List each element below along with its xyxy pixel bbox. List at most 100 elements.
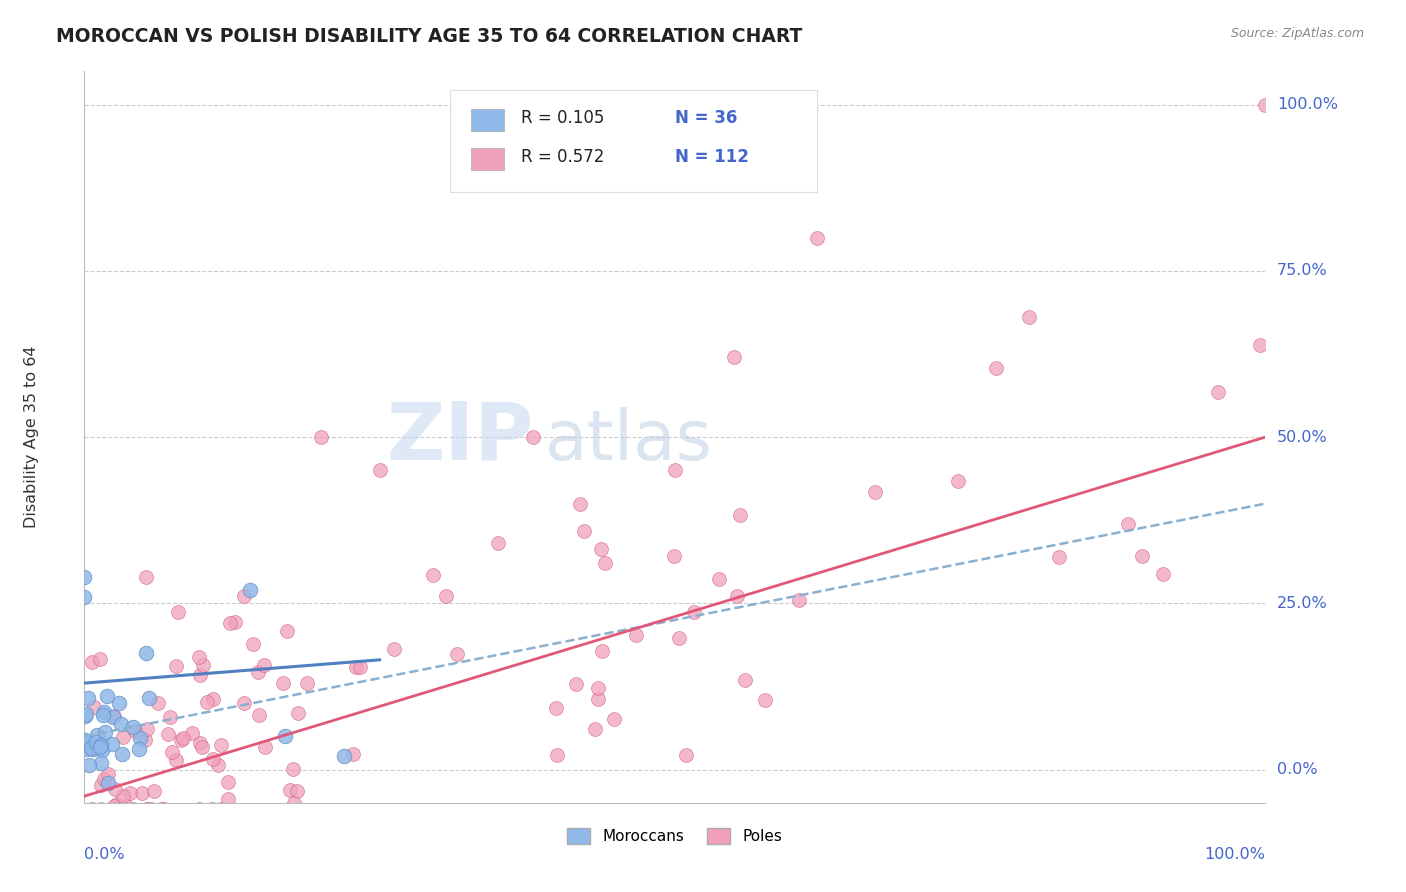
Point [283, 796, 305, 810]
Point [564, 677, 586, 691]
Text: 0.0%: 0.0% [84, 847, 125, 862]
Point [224, 615, 246, 629]
Point [1047, 549, 1070, 564]
Point [342, 747, 364, 762]
Point [152, 802, 174, 816]
Point [89, 652, 111, 666]
Point [156, 727, 179, 741]
Text: R = 0.572: R = 0.572 [522, 148, 605, 166]
Point [591, 644, 613, 658]
Point [1249, 338, 1271, 352]
Point [333, 749, 356, 764]
Point [112, 802, 135, 816]
Point [103, 708, 125, 723]
Point [603, 712, 626, 726]
Point [274, 729, 297, 743]
Point [728, 508, 751, 522]
Point [546, 747, 568, 762]
Point [725, 589, 748, 603]
Point [207, 758, 229, 772]
Text: 0.0%: 0.0% [1277, 762, 1317, 777]
Text: 100.0%: 100.0% [1205, 847, 1265, 862]
Point [285, 784, 308, 798]
Point [124, 724, 146, 739]
Point [75, 706, 97, 721]
Point [344, 660, 367, 674]
Point [103, 799, 125, 814]
Point [624, 628, 647, 642]
Point [83, 700, 105, 714]
Point [219, 615, 242, 630]
Point [80, 802, 103, 816]
Point [569, 497, 592, 511]
Point [188, 650, 211, 665]
Point [107, 696, 129, 710]
Point [1130, 549, 1153, 564]
Point [97, 767, 120, 781]
Point [75, 742, 97, 756]
Point [80, 655, 103, 669]
Point [675, 748, 697, 763]
Point [276, 624, 298, 639]
Text: 100.0%: 100.0% [1277, 97, 1339, 112]
Text: MOROCCAN VS POLISH DISABILITY AGE 35 TO 64 CORRELATION CHART: MOROCCAN VS POLISH DISABILITY AGE 35 TO … [56, 27, 803, 45]
Point [201, 802, 224, 816]
Point [572, 524, 595, 538]
Point [209, 802, 232, 816]
Point [591, 542, 613, 557]
Point [247, 707, 270, 722]
Point [588, 681, 610, 696]
Point [89, 739, 111, 754]
Point [165, 753, 187, 767]
Point [105, 797, 128, 811]
Point [121, 802, 143, 816]
Point [242, 637, 264, 651]
Point [138, 690, 160, 705]
Point [94, 725, 117, 739]
Point [191, 657, 214, 672]
Point [253, 740, 276, 755]
Point [172, 731, 194, 745]
Point [131, 786, 153, 800]
Point [146, 696, 169, 710]
Point [91, 707, 114, 722]
Point [128, 742, 150, 756]
Point [73, 570, 96, 584]
Point [89, 739, 111, 753]
Point [90, 778, 112, 792]
Point [806, 230, 828, 244]
Point [187, 802, 209, 816]
Point [754, 693, 776, 707]
Point [110, 717, 132, 731]
Point [75, 733, 97, 747]
Point [239, 582, 262, 597]
Point [188, 736, 211, 750]
Point [139, 802, 162, 816]
Point [682, 605, 704, 619]
Point [104, 781, 127, 796]
Point [76, 690, 98, 705]
Point [190, 739, 212, 754]
Point [170, 732, 193, 747]
Point [195, 695, 218, 709]
Point [382, 642, 405, 657]
Point [93, 772, 115, 786]
Point [287, 706, 309, 721]
Point [586, 691, 609, 706]
Point [112, 730, 135, 744]
Point [309, 430, 332, 444]
Point [90, 756, 112, 770]
Point [217, 775, 239, 789]
Point [422, 568, 444, 582]
Text: atlas: atlas [546, 408, 713, 475]
Text: 25.0%: 25.0% [1277, 596, 1327, 611]
Point [150, 802, 173, 816]
Point [271, 676, 294, 690]
Point [162, 745, 184, 759]
Text: N = 112: N = 112 [675, 148, 749, 166]
FancyBboxPatch shape [450, 90, 817, 192]
Point [75, 708, 97, 723]
Point [349, 659, 371, 673]
Point [278, 783, 301, 797]
Point [544, 701, 567, 715]
